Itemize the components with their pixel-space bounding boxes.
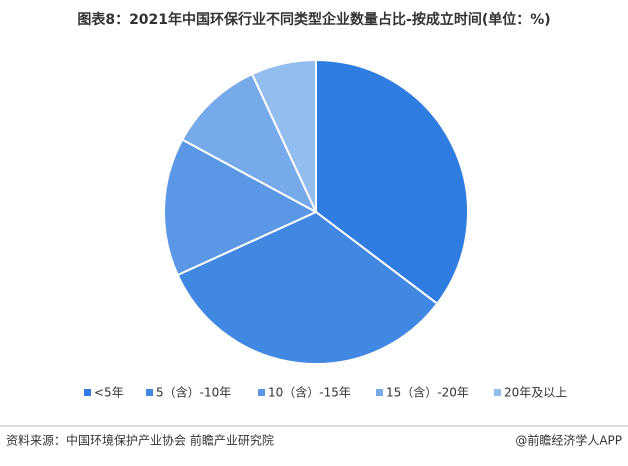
pie-slice [250,58,317,213]
pie-slice [180,72,319,215]
source: 资料来源：中国环境保护产业协会 前瞻产业研究院 [6,433,274,448]
legend-swatch [84,389,91,396]
chart-title: 图表8：2021年中国环保行业不同类型企业数量占比-按成立时间(单位：%) [77,11,550,28]
pie-slice [315,58,469,306]
credit: @前瞻经济学人APP [515,433,622,448]
legend-label: <5年 [94,386,124,400]
pie-slice [176,210,439,365]
legend-swatch [376,389,383,396]
legend-swatch [258,389,265,396]
legend-swatch [146,389,153,396]
legend-label: 5（含）-10年 [156,385,231,400]
legend-label: 10（含）-15年 [268,385,351,400]
legend-swatch [494,389,501,396]
pie-slice [163,138,319,277]
legend-label: 15（含）-20年 [386,385,469,400]
legend-label: 20年及以上 [504,386,567,400]
